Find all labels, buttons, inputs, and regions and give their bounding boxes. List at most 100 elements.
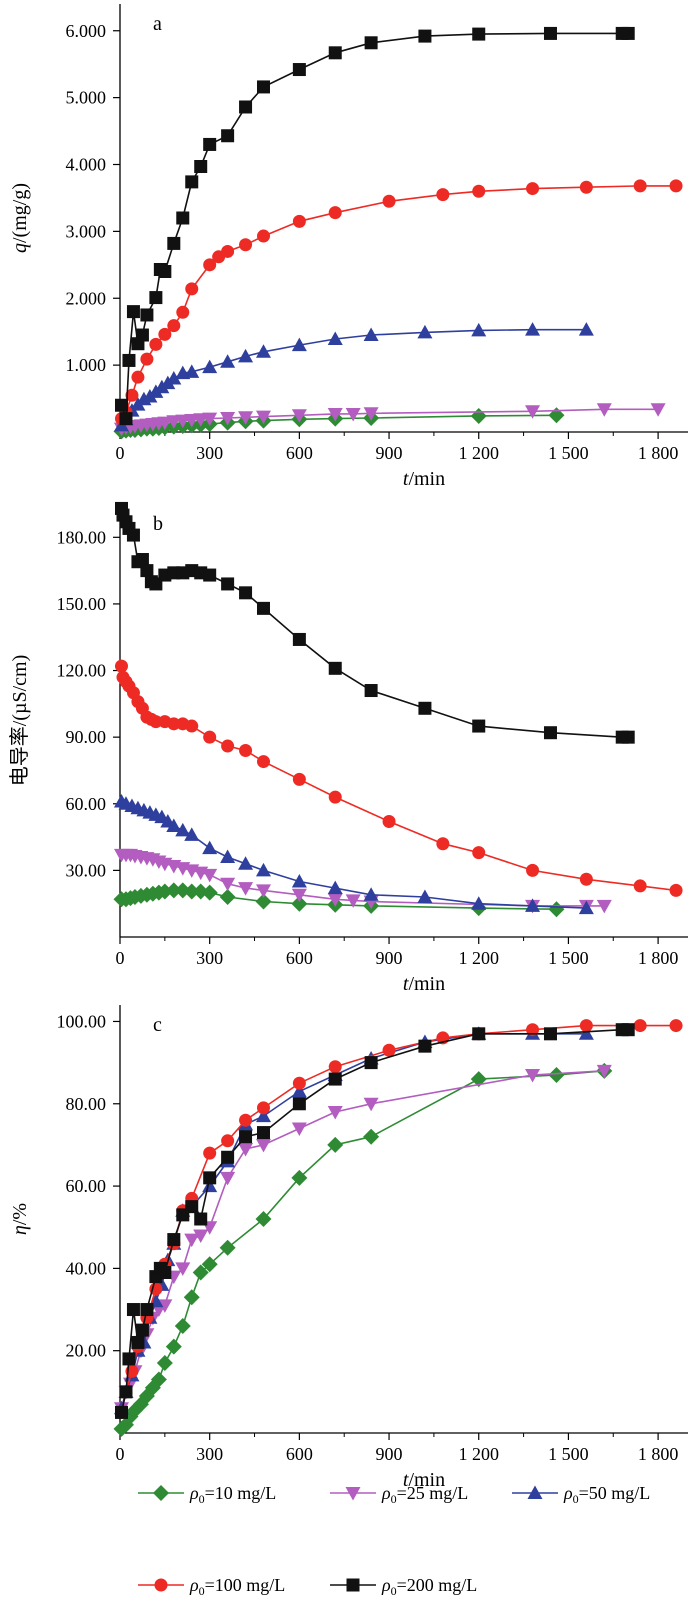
data-point-s25	[363, 1097, 379, 1112]
y-axis-title: q/(mg/g)	[9, 183, 31, 253]
data-point-s100	[256, 229, 270, 243]
data-point-s200	[221, 129, 235, 143]
data-point-s200	[292, 1097, 306, 1111]
series-line-s10	[120, 1070, 605, 1430]
x-axis-title: t/min	[403, 973, 445, 995]
data-point-s50	[166, 818, 182, 832]
data-point-s25	[157, 1299, 173, 1313]
data-point-s200	[135, 553, 149, 567]
data-point-s25	[525, 1068, 541, 1083]
data-point-s25	[596, 403, 612, 417]
data-point-s25	[202, 868, 218, 883]
data-point-s100	[436, 837, 450, 851]
legend-item-s25: ρ0=25 mg/L	[330, 1483, 468, 1506]
series-s100	[114, 179, 683, 426]
x-tick-label: 900	[376, 1444, 403, 1464]
y-tick-label: 5.000	[66, 88, 107, 108]
data-point-s10	[165, 1338, 182, 1355]
data-point-s200	[194, 160, 208, 174]
data-point-s50	[255, 1108, 271, 1123]
data-point-s200	[472, 27, 486, 41]
data-point-s200	[292, 63, 306, 77]
data-point-s100	[185, 282, 199, 296]
data-point-s100	[239, 743, 253, 757]
data-point-s10	[255, 1211, 272, 1227]
series-s200	[114, 1023, 635, 1419]
data-point-s25	[345, 407, 361, 422]
x-tick-label: 300	[196, 948, 223, 968]
series-line-s25	[120, 1070, 605, 1409]
data-point-s200	[167, 1233, 181, 1247]
data-point-s50	[238, 348, 254, 363]
data-point-s50	[184, 364, 200, 378]
data-point-s200	[364, 684, 378, 698]
data-point-s50	[417, 324, 433, 339]
data-point-s100	[526, 863, 540, 877]
data-point-s200	[328, 1072, 342, 1086]
data-point-s50	[471, 896, 487, 910]
data-point-s100	[239, 238, 253, 252]
data-point-s50	[175, 822, 191, 837]
data-point-s100	[256, 1101, 270, 1115]
legend-label: ρ0=200 mg/L	[381, 1575, 477, 1598]
x-tick-label: 0	[116, 1444, 125, 1464]
y-tick-label: 80.00	[66, 1094, 107, 1114]
x-tick-label: 1 800	[638, 948, 679, 968]
data-point-s200	[203, 137, 217, 151]
data-point-s10	[174, 1318, 191, 1334]
y-tick-label: 6.000	[66, 21, 107, 41]
y-tick-label: 60.00	[66, 794, 107, 814]
data-point-s200	[543, 26, 557, 40]
series-s50	[113, 794, 594, 915]
y-tick-label: 60.00	[66, 1176, 107, 1196]
legend-marker	[153, 1485, 169, 1501]
x-tick-label: 1 500	[548, 948, 589, 968]
data-point-s200	[114, 398, 128, 412]
x-tick-label: 1 500	[548, 443, 589, 463]
data-point-s50	[202, 840, 218, 855]
data-point-s100	[167, 717, 181, 731]
y-axis-title: η/%	[9, 1203, 31, 1235]
data-point-s25	[327, 407, 343, 422]
data-point-s100	[669, 1019, 683, 1033]
data-point-s100	[221, 1134, 235, 1148]
data-point-s100	[328, 206, 342, 220]
x-axis-title: t/min	[403, 1469, 445, 1491]
data-point-s50	[291, 1083, 307, 1098]
x-tick-label: 600	[286, 1444, 313, 1464]
x-tick-label: 300	[196, 1444, 223, 1464]
data-point-s10	[165, 882, 182, 899]
data-point-s10	[291, 1169, 308, 1186]
data-point-s200	[140, 564, 154, 578]
legend-item-s10: ρ0=10 mg/L	[138, 1483, 276, 1506]
data-point-s200	[328, 46, 342, 60]
data-point-s25	[220, 411, 236, 426]
data-point-s10	[219, 889, 236, 906]
y-tick-label: 20.00	[66, 1341, 107, 1361]
data-point-s100	[239, 1113, 253, 1127]
series-s200	[114, 501, 635, 744]
data-point-s10	[470, 407, 487, 424]
chart-panel-c: 0 300 600 900 1 200 1 500 1 800 20.00 40.00 60.00…	[9, 1005, 688, 1491]
data-point-s100	[125, 388, 139, 402]
legend-item-s100: ρ0=100 mg/L	[138, 1575, 285, 1598]
data-point-s25	[220, 1171, 236, 1186]
data-point-s100	[221, 739, 235, 753]
data-point-s100	[176, 305, 190, 319]
data-point-s25	[327, 893, 343, 907]
series-line-s100	[120, 185, 676, 420]
data-point-s200	[126, 305, 140, 319]
y-tick-label: 4.000	[66, 155, 107, 175]
data-point-s50	[578, 322, 594, 336]
series-s200	[114, 26, 635, 426]
data-point-s10	[548, 901, 565, 918]
data-point-s50	[291, 873, 307, 888]
data-point-s10	[255, 893, 272, 910]
data-point-s100	[328, 790, 342, 804]
data-point-s200	[418, 701, 432, 715]
panel-label: a	[153, 13, 162, 35]
data-point-s50	[166, 371, 182, 385]
series-line-s25	[121, 853, 605, 907]
data-point-s200	[621, 730, 635, 744]
data-point-s200	[239, 586, 253, 600]
